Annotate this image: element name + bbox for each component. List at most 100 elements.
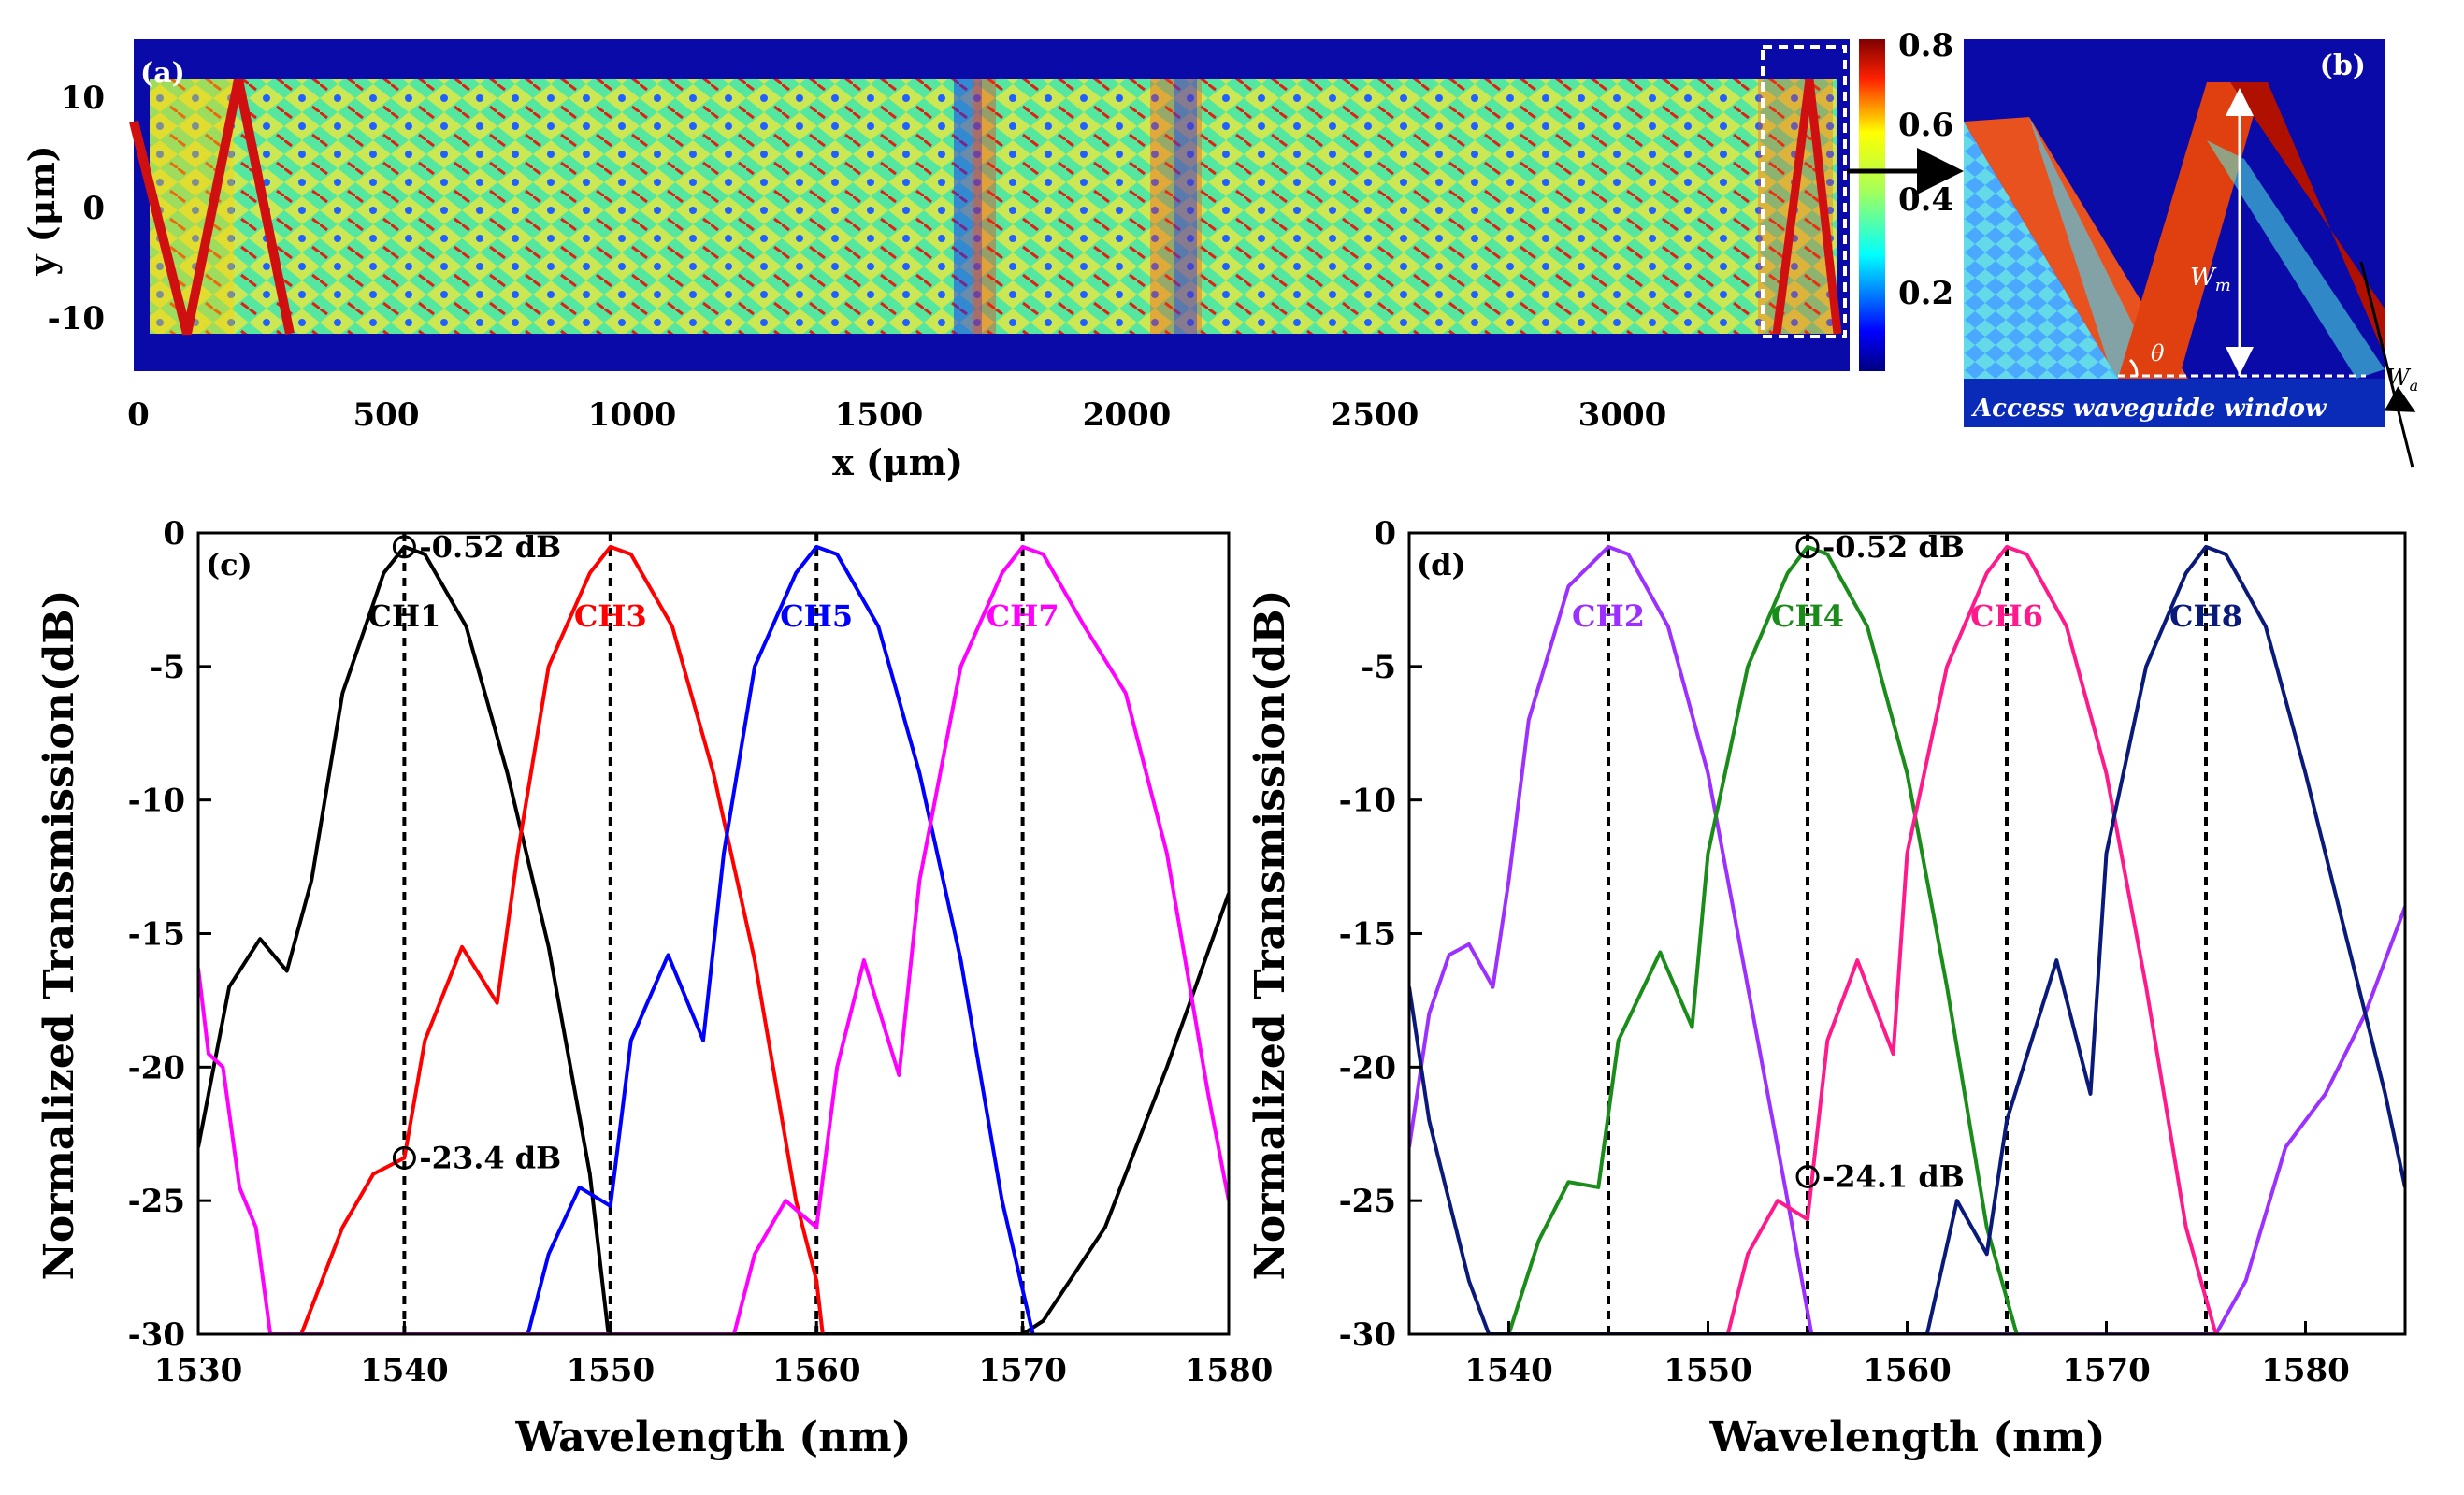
theta-arc	[2128, 358, 2139, 377]
xtick-label: 1570	[2062, 1352, 2151, 1389]
plot-c-area: CH1 CH3 CH5 CH7 -0.52 dB -23.4 dB 0 -5 -10 -15 -20…	[128, 515, 1274, 1389]
colorbar-tick-label: 0.4	[1898, 181, 1953, 219]
zoom-right-field	[2207, 140, 2385, 379]
series-line-ch2	[1409, 544, 2405, 1334]
colorbar-tick-label: 0.6	[1898, 107, 1953, 144]
wm-label: Wm	[2190, 264, 2231, 295]
wa-label: Wa	[2386, 365, 2418, 395]
panel-a-xticks: 0 500 1000 1500 2000 2500 3000	[127, 396, 1666, 434]
ytick-label: 0	[82, 190, 105, 227]
wa-subscript: a	[2410, 377, 2419, 395]
plot-d-ylabel: Normalized Transmission(dB)	[1246, 590, 1294, 1281]
series-line-ch5	[526, 544, 1035, 1334]
panel-a-xlabel: x (μm)	[832, 441, 963, 483]
panel-a-yticks: 10 0 -10	[48, 79, 105, 338]
access-window-band	[1964, 379, 2385, 427]
ytick-label: 0	[1374, 515, 1396, 553]
zoom-mid-field	[2029, 117, 2160, 379]
wa-arrow	[2384, 386, 2416, 412]
series-label-ch3: CH3	[574, 598, 647, 634]
wm-symbol: W	[2190, 264, 2217, 292]
xtick-label: 1570	[978, 1352, 1067, 1389]
xtick-label: 2000	[1083, 396, 1172, 434]
marker-circle	[1795, 535, 1820, 559]
series-line-ch7	[198, 544, 1229, 1334]
ytick-label: -5	[1361, 649, 1396, 686]
xtick-label: 1500	[835, 396, 924, 434]
self-imaging-bands	[150, 79, 1833, 334]
xtick-label: 1550	[566, 1352, 655, 1389]
series-group	[198, 544, 1229, 1334]
xtick-label: 1550	[1664, 1352, 1752, 1389]
xtick-label: 1580	[2261, 1352, 2350, 1389]
marker-circle	[1795, 1164, 1820, 1188]
ytick-label: -25	[128, 1183, 185, 1220]
series-label-ch6: CH6	[1970, 598, 2043, 634]
xtick-label: 1540	[360, 1352, 449, 1389]
plot-c-ylabel: Normalized Transmission(dB)	[36, 590, 83, 1281]
colorbar-tick-label: 0.8	[1898, 27, 1953, 65]
panel-c-label: (c)	[206, 547, 252, 582]
xtick-label: 1580	[1185, 1352, 1274, 1389]
series-label-ch7: CH7	[987, 598, 1059, 634]
panel-b: (b) Wm θ Access waveguide window Wa	[1964, 39, 2418, 468]
xtick-label: 3000	[1578, 396, 1667, 434]
zoom-region-box	[1761, 45, 1847, 338]
series-line-ch6	[1725, 544, 2218, 1334]
ytick-label: -20	[128, 1049, 185, 1086]
xtick-label: 1540	[1464, 1352, 1553, 1389]
panel-a-label: (a)	[140, 57, 185, 90]
output-beam-trace	[1772, 79, 1842, 335]
ytick-label: -5	[150, 649, 185, 686]
ytick-label: -15	[1339, 916, 1396, 954]
xtick-label: 1000	[588, 396, 677, 434]
ytick-label: -20	[1339, 1049, 1396, 1086]
colorbar	[1859, 39, 1885, 371]
colorbar-tick-label: 0.2	[1898, 275, 1953, 312]
marker-circle	[392, 535, 416, 559]
plot-d-frame	[1407, 531, 2407, 1336]
window-label: Access waveguide window	[1970, 395, 2327, 423]
wa-symbol: W	[2386, 365, 2412, 391]
plot-c-frame	[196, 531, 1231, 1336]
series-label-ch2: CH2	[1572, 598, 1645, 634]
xtick-label: 1560	[772, 1352, 861, 1389]
series-line-ch4	[1506, 544, 2019, 1334]
field-map-pattern	[150, 79, 1837, 334]
xtick-label: 1560	[1863, 1352, 1952, 1389]
series-label-ch8: CH8	[2169, 598, 2242, 634]
series-line-ch3	[299, 544, 825, 1334]
panel-b-label: (b)	[2320, 50, 2366, 82]
series-label-ch1: CH1	[367, 598, 440, 634]
input-beam-trace	[129, 79, 295, 336]
ytick-label: -10	[128, 783, 185, 820]
xtick-label: 1530	[154, 1352, 243, 1389]
ytick-label: -15	[128, 916, 185, 954]
colorbar-ticks: 0.8 0.6 0.4 0.2	[1898, 27, 1953, 312]
panel-c: CH1 CH3 CH5 CH7 -0.52 dB -23.4 dB 0 -5 -10 -15 -20…	[36, 515, 1273, 1461]
wm-subscript: m	[2215, 276, 2231, 295]
marker-circle	[392, 1145, 416, 1170]
ytick-label: 10	[61, 79, 105, 117]
ytick-label: -30	[1339, 1316, 1396, 1354]
ytick-label: -10	[48, 300, 105, 338]
output-waveguide-edge	[2359, 261, 2414, 468]
xtick-label: 0	[127, 396, 150, 434]
series-label-ch5: CH5	[780, 598, 853, 634]
series-line-ch1	[198, 544, 1229, 1334]
panel-a: (a) 10 0 -10 0 500 1000 1500 2000 2500 3…	[21, 27, 1964, 483]
panel-d: CH2 CH4 CH6 CH8 -0.52 dB -24.1 dB 0 -5 -10 -15 -20…	[1246, 515, 2407, 1461]
xtick-label: 500	[353, 396, 420, 434]
plot-c-xlabel: Wavelength (nm)	[515, 1414, 912, 1461]
xtick-label: 2500	[1331, 396, 1419, 434]
ytick-label: 0	[163, 515, 185, 553]
plot-d-xlabel: Wavelength (nm)	[1709, 1414, 2106, 1461]
panel-a-ylabel: y (μm)	[21, 145, 63, 276]
ytick-label: -10	[1339, 783, 1396, 820]
marker-label: -23.4 dB	[419, 1140, 561, 1175]
series-group	[1409, 544, 2405, 1334]
series-label-ch4: CH4	[1771, 598, 1844, 634]
marker-label: -0.52 dB	[419, 529, 561, 565]
theta-label: θ	[2151, 340, 2165, 367]
